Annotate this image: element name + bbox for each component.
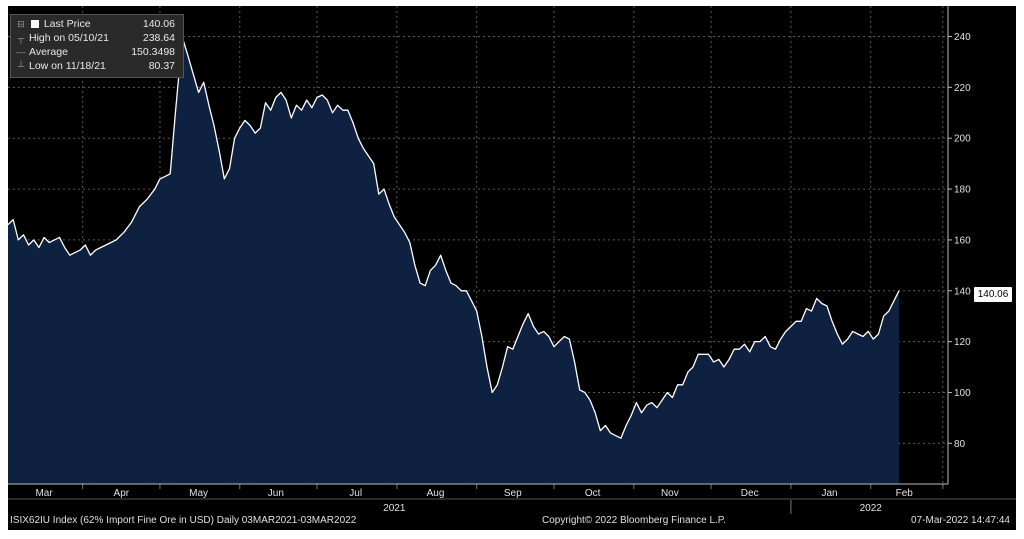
last-price-swatch xyxy=(30,20,39,29)
x-month-label: Jul xyxy=(349,488,362,499)
high-marker-icon: ┬ xyxy=(17,33,25,43)
chart-frame: 80 100 120 140 160 180 200 220 240 Mar Apr May Jun Ju… xyxy=(8,6,1016,530)
x-month-label: Jun xyxy=(268,488,284,499)
footer-copyright: Copyright© 2022 Bloomberg Finance L.P. xyxy=(542,515,726,526)
y-tick-label: 240 xyxy=(954,32,971,43)
y-tick-label: 80 xyxy=(954,439,966,450)
legend-high-value: 238.64 xyxy=(142,32,175,44)
legend-low: ┴ Low on 11/18/21 80.37 xyxy=(15,60,179,72)
x-year-label: 2021 xyxy=(383,503,406,514)
x-month-label: Sep xyxy=(504,488,522,499)
y-tick-label: 100 xyxy=(954,388,971,399)
price-area-fill xyxy=(8,40,900,484)
price-series-line xyxy=(8,39,900,439)
chart-legend: ⊟ Last Price 140.06 ┬ High on 05/10/21 2… xyxy=(10,14,184,78)
legend-average-label: Average xyxy=(29,46,68,58)
legend-high: ┬ High on 05/10/21 238.64 xyxy=(15,32,179,44)
axes: 80 100 120 140 160 180 200 220 240 Mar Apr May Jun Ju… xyxy=(8,6,1016,514)
x-month-label: Dec xyxy=(741,488,759,499)
legend-last-price-value: 140.06 xyxy=(142,18,175,30)
price-chart: 80 100 120 140 160 180 200 220 240 Mar Apr May Jun Ju… xyxy=(8,6,1016,514)
y-tick-label: 180 xyxy=(954,185,971,196)
x-month-label: Nov xyxy=(661,488,679,499)
y-tick-label: 140 xyxy=(954,286,971,297)
legend-high-label: High on 05/10/21 xyxy=(29,32,109,44)
legend-last-price: ⊟ Last Price 140.06 xyxy=(15,18,179,30)
x-month-label: Feb xyxy=(896,488,914,499)
footer-timestamp: 07-Mar-2022 14:47:44 xyxy=(911,515,1010,526)
x-year-label: 2022 xyxy=(860,503,883,514)
y-tick-label: 120 xyxy=(954,337,971,348)
legend-collapse-icon[interactable]: ⊟ xyxy=(17,19,25,29)
x-month-label: Jan xyxy=(821,488,837,499)
x-month-label: Mar xyxy=(35,488,53,499)
footer-index-description: ISIX62IU Index (62% Import Fine Ore in U… xyxy=(10,515,357,526)
legend-average-value: 150.3498 xyxy=(131,46,175,58)
average-marker-icon: — xyxy=(16,47,26,57)
y-tick-label: 160 xyxy=(954,235,971,246)
legend-low-value: 80.37 xyxy=(148,60,175,72)
low-marker-icon: ┴ xyxy=(17,61,25,71)
legend-last-price-label: Last Price xyxy=(43,18,91,30)
x-month-label: May xyxy=(189,488,208,499)
legend-low-label: Low on 11/18/21 xyxy=(29,60,106,72)
y-tick-label: 220 xyxy=(954,83,971,94)
x-month-label: Oct xyxy=(585,488,601,499)
x-month-label: Aug xyxy=(427,488,445,499)
last-price-tag: 140.06 xyxy=(974,287,1012,302)
y-tick-label: 200 xyxy=(954,134,971,145)
x-month-label: Apr xyxy=(114,488,130,499)
legend-average: — Average 150.3498 xyxy=(15,46,179,58)
